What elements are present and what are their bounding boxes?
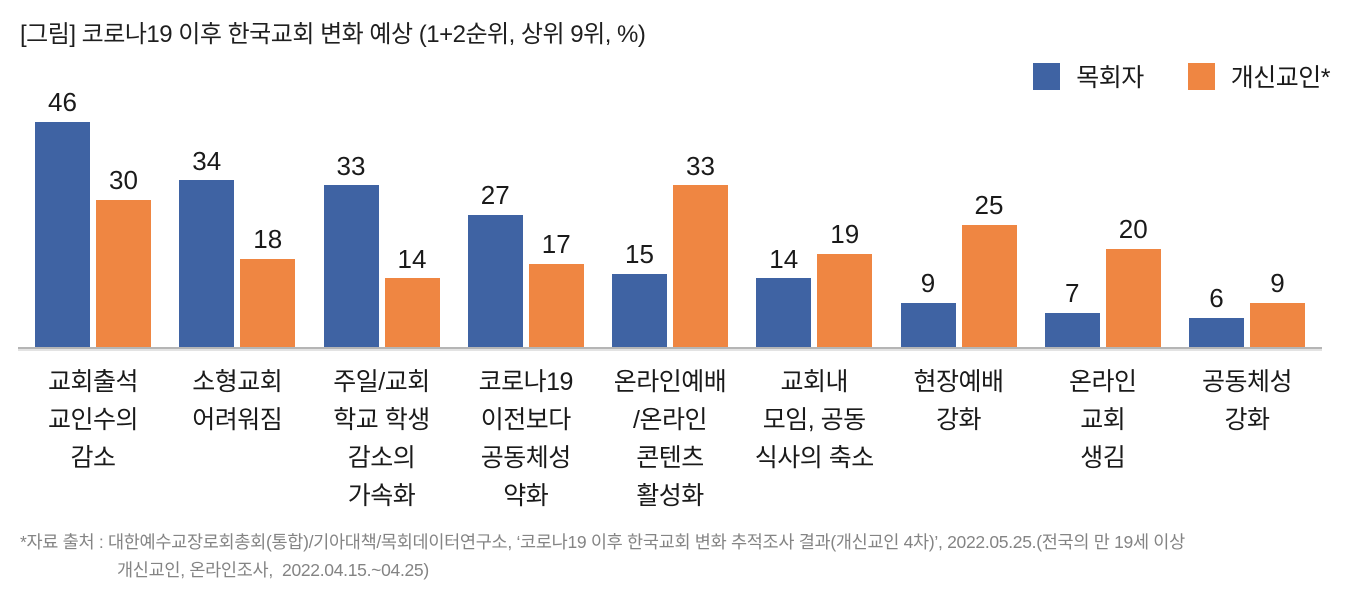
pastor-bar-col: 9 bbox=[900, 268, 956, 347]
category-label: 주일/교회 학교 학생 감소의 가속화 bbox=[333, 368, 430, 510]
category-label: 온라인 교회 생김 bbox=[1068, 368, 1137, 472]
bars-pair: 34 18 bbox=[179, 80, 296, 347]
protestant-bar bbox=[673, 185, 728, 347]
pastor-bar bbox=[756, 278, 812, 347]
bar-group: 33 14 주일/교회 학교 학생 감소의 가속화 bbox=[323, 80, 440, 510]
pastor-bar-col: 14 bbox=[756, 243, 812, 347]
pastor-bar bbox=[179, 180, 235, 347]
x-axis-line bbox=[18, 347, 1322, 349]
value-label: 15 bbox=[625, 238, 654, 269]
pastor-bar-col: 46 bbox=[35, 88, 90, 347]
bar-group: 46 30 교회출석 교인수의 감소 bbox=[35, 80, 151, 472]
protestant-bar-col: 17 bbox=[528, 229, 584, 347]
protestant-bar bbox=[240, 258, 296, 347]
value-label: 33 bbox=[336, 150, 366, 181]
source-footnote: *자료 출처 : 대한예수교장로회총회(통합)/기아대책/목회데이터연구소, ‘… bbox=[20, 528, 1185, 584]
bars-pair: 14 19 bbox=[756, 80, 873, 347]
protestant-bar-col: 19 bbox=[817, 219, 873, 347]
pastor-bar-col: 6 bbox=[1189, 284, 1244, 347]
category-label: 코로나19 이전보다 공동체성 약화 bbox=[478, 368, 574, 510]
pastor-bar-col: 7 bbox=[1044, 278, 1100, 347]
pastor-bar-col: 15 bbox=[612, 240, 667, 347]
value-label: 20 bbox=[1118, 214, 1148, 245]
chart-title: [그림] 코로나19 이후 한국교회 변화 예상 (1+2순위, 상위 9위, … bbox=[20, 21, 646, 48]
protestant-bar-col: 33 bbox=[673, 152, 728, 347]
pastor-legend-label: 목회자 bbox=[1076, 64, 1144, 92]
pastor-bar-col: 27 bbox=[467, 180, 523, 347]
bars-pair: 9 25 bbox=[900, 80, 1017, 347]
protestant-bar-col: 30 bbox=[96, 166, 151, 347]
bars-pair: 46 30 bbox=[35, 80, 151, 347]
protestant-legend-swatch bbox=[1187, 62, 1215, 90]
pastor-bar bbox=[1044, 312, 1100, 347]
plot-area: 46 30 교회출석 교인수의 감소 34 18 소형교회 어려워짐 33 14 주일/교회 학교 학생… bbox=[35, 80, 1305, 510]
protestant-bar bbox=[961, 224, 1017, 347]
value-label: 9 bbox=[920, 268, 936, 299]
bar-group: 9 25 현장예배 강화 bbox=[900, 80, 1017, 434]
value-label: 7 bbox=[1065, 278, 1080, 309]
bars-pair: 7 20 bbox=[1044, 80, 1161, 347]
pastor-bar bbox=[900, 302, 956, 347]
protestant-bar bbox=[528, 263, 584, 347]
category-label: 소형교회 어려워짐 bbox=[192, 368, 283, 434]
protestant-bar bbox=[1250, 302, 1305, 347]
value-label: 33 bbox=[686, 150, 715, 181]
bars-pair: 33 14 bbox=[323, 80, 440, 347]
value-label: 25 bbox=[974, 189, 1004, 220]
value-label: 30 bbox=[109, 165, 138, 196]
legend-item-protestant: 개신교인* bbox=[1187, 58, 1331, 94]
source-footnote-line-1: *자료 출처 : 대한예수교장로회총회(통합)/기아대책/목회데이터연구소, ‘… bbox=[20, 532, 1185, 552]
category-label: 온라인예배/온라인 콘텐츠 활성화 bbox=[613, 368, 727, 510]
pastor-bar bbox=[612, 273, 667, 347]
bar-group: 15 33 온라인예배/온라인 콘텐츠 활성화 bbox=[612, 80, 728, 510]
bar-group: 27 17 코로나19 이전보다 공동체성 약화 bbox=[467, 80, 584, 510]
value-label: 27 bbox=[480, 180, 510, 211]
value-label: 17 bbox=[541, 229, 571, 260]
category-label: 교회내 모임, 공동 식사의 축소 bbox=[754, 368, 874, 472]
bars-pair: 15 33 bbox=[612, 80, 728, 347]
legend: 목회자 개신교인* bbox=[1033, 58, 1331, 94]
value-label: 14 bbox=[769, 243, 799, 274]
value-label: 6 bbox=[1209, 283, 1224, 314]
pastor-bar bbox=[35, 121, 90, 347]
pastor-bar bbox=[1189, 317, 1244, 347]
protestant-bar bbox=[817, 253, 873, 347]
bar-group: 34 18 소형교회 어려워짐 bbox=[179, 80, 296, 434]
source-footnote-line-2: 개신교인, 온라인조사, 2022.04.15.~04.25) bbox=[117, 560, 429, 580]
category-label: 교회출석 교인수의 감소 bbox=[47, 368, 139, 472]
protestant-bar-col: 20 bbox=[1105, 214, 1161, 347]
protestant-bar-col: 25 bbox=[961, 189, 1017, 347]
bars-pair: 27 17 bbox=[467, 80, 584, 347]
value-label: 34 bbox=[192, 145, 222, 176]
pastor-bar bbox=[467, 214, 523, 347]
value-label: 14 bbox=[397, 243, 427, 274]
protestant-bar bbox=[384, 278, 440, 347]
pastor-legend-swatch bbox=[1033, 62, 1061, 90]
legend-item-pastor: 목회자 bbox=[1033, 58, 1144, 94]
bar-group: 14 19 교회내 모임, 공동 식사의 축소 bbox=[755, 80, 874, 472]
value-label: 46 bbox=[48, 87, 77, 118]
protestant-bar-col: 18 bbox=[240, 224, 296, 347]
value-label: 18 bbox=[253, 224, 283, 255]
protestant-bar bbox=[1105, 249, 1161, 347]
pastor-bar-col: 34 bbox=[179, 145, 235, 347]
pastor-bar bbox=[323, 185, 379, 347]
category-label: 현장예배 강화 bbox=[913, 368, 1004, 434]
bar-group: 6 9 공동체성 강화 bbox=[1189, 80, 1305, 434]
value-label: 9 bbox=[1270, 268, 1285, 299]
pastor-bar-col: 33 bbox=[323, 150, 379, 347]
protestant-bar bbox=[96, 200, 151, 347]
value-label: 19 bbox=[830, 219, 860, 250]
protestant-bar-col: 9 bbox=[1250, 269, 1305, 347]
protestant-legend-label: 개신교인* bbox=[1230, 64, 1331, 92]
protestant-bar-col: 14 bbox=[384, 243, 440, 347]
category-label: 공동체성 강화 bbox=[1201, 368, 1293, 434]
bar-group: 7 20 온라인 교회 생김 bbox=[1044, 80, 1161, 472]
